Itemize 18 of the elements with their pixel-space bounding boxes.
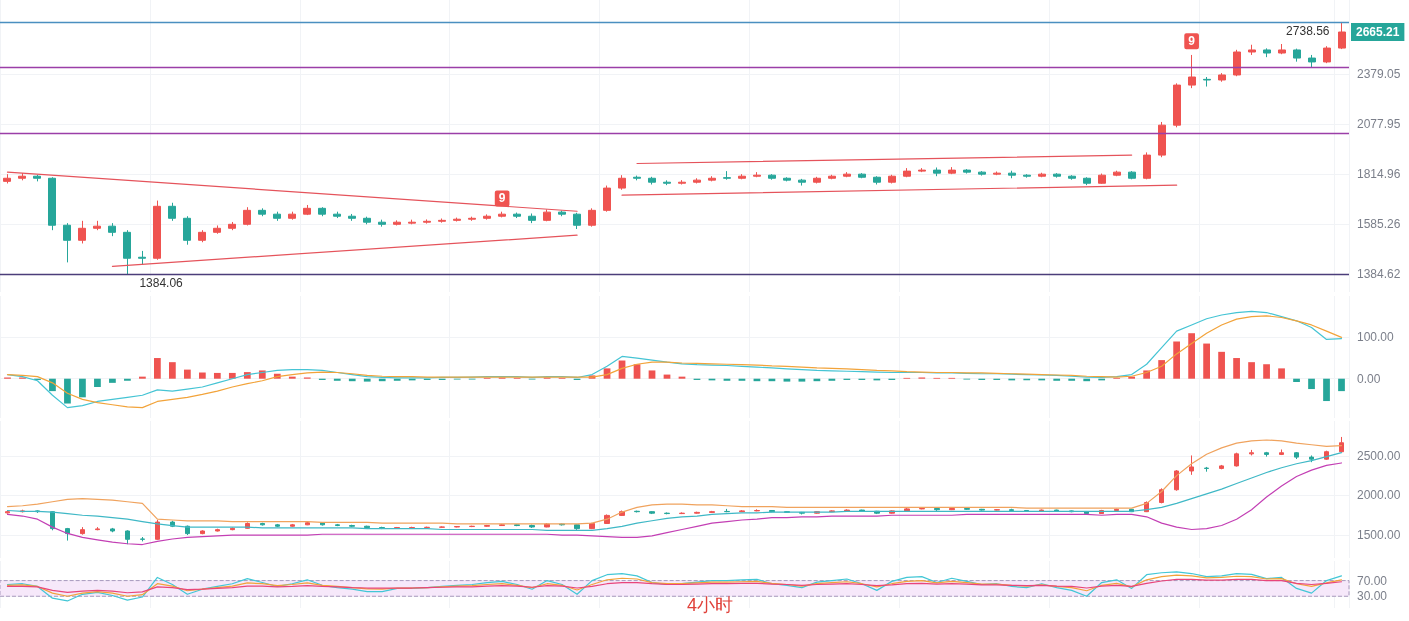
text: 2665.21 (1356, 25, 1400, 39)
annotation: 2738.56 (1286, 23, 1330, 38)
y-tick-label: 2500.00 (1357, 448, 1401, 463)
y-tick-label: 0.00 (1357, 371, 1381, 386)
annotation: 9 (1188, 34, 1196, 49)
y-tick-label: 2077.95 (1357, 117, 1401, 132)
y-tick-label: 2000.00 (1357, 488, 1401, 503)
y-tick-label: 2379.05 (1357, 67, 1401, 82)
y-tick-label: 1384.62 (1357, 267, 1401, 282)
y-tick-label: 1500.00 (1357, 528, 1401, 543)
y-tick-label: 1585.26 (1357, 217, 1401, 232)
y-tick-label: 1814.96 (1357, 167, 1401, 182)
annotation: 9 (498, 191, 506, 206)
y-tick-label: 100.00 (1357, 330, 1395, 345)
annotation: 4小时 (686, 595, 734, 615)
annotation: 1384.06 (139, 276, 184, 291)
y-tick-label: 30.00 (1357, 589, 1388, 604)
y-tick-label: 70.00 (1357, 573, 1388, 588)
